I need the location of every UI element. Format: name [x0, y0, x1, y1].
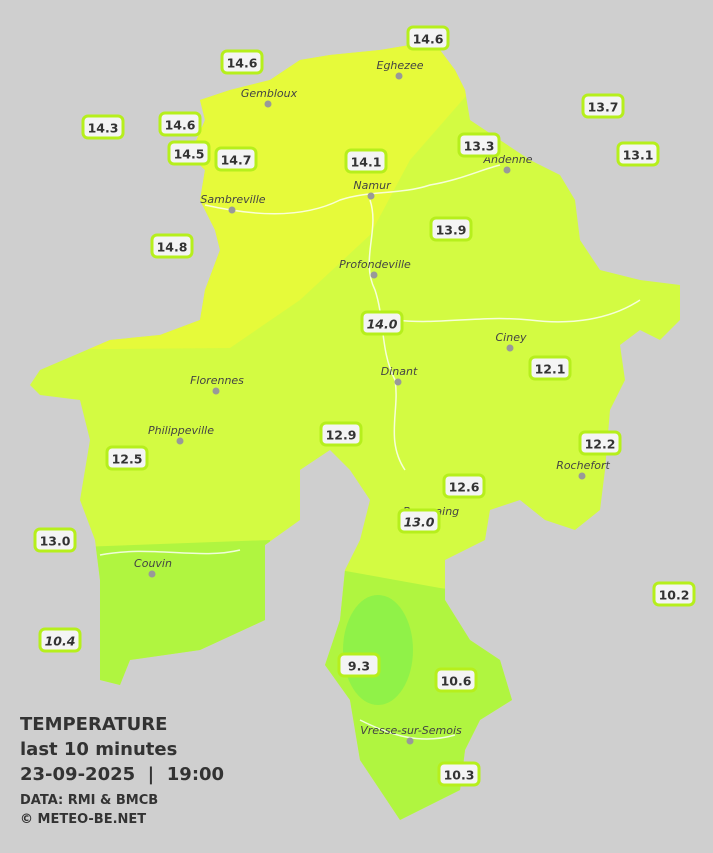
station-box [528, 355, 572, 381]
city-dot [395, 72, 403, 80]
station-box [437, 761, 481, 787]
legend: TEMPERATURE last 10 minutes 23-09-2025 |… [20, 714, 224, 827]
city-label: Florennes [190, 374, 244, 387]
station-box [652, 581, 696, 607]
city-dot [176, 437, 184, 445]
city-dot [228, 206, 236, 214]
city-label: Profondeville [339, 258, 411, 271]
station-value: 13.3 [464, 139, 495, 154]
city-dot [212, 387, 220, 395]
city-dot [406, 737, 414, 745]
station-value: 12.6 [449, 480, 480, 495]
station-box [167, 140, 211, 166]
legend-credit: © METEO-BE.NET [20, 812, 146, 827]
station-box [81, 114, 125, 140]
station-value: 14.6 [413, 32, 444, 47]
station-value: 14.1 [351, 155, 382, 170]
station-value: 13.0 [40, 534, 71, 549]
station-value: 14.3 [88, 121, 119, 136]
city-label: Ciney [496, 331, 527, 344]
station-box [220, 49, 264, 75]
city-label: Gembloux [241, 87, 298, 100]
station-value: 13.1 [623, 148, 654, 163]
city-label: Couvin [134, 557, 172, 570]
station-box [158, 111, 202, 137]
station-value: 10.6 [441, 674, 472, 689]
city-label: Rochefort [556, 459, 610, 472]
legend-source: DATA: RMI & BMCB [20, 793, 158, 808]
city-label: Namur [353, 179, 392, 192]
station-value: 12.5 [112, 452, 143, 467]
station-value: 14.8 [157, 240, 188, 255]
city-dot [578, 472, 586, 480]
station-box [105, 445, 149, 471]
station-box [33, 527, 77, 553]
legend-title: TEMPERATURE [20, 714, 167, 735]
station-box [360, 310, 404, 336]
station-box [578, 430, 622, 456]
station-value: 14.6 [227, 56, 258, 71]
city-dot [148, 570, 156, 578]
legend-datetime: 23-09-2025 | 19:00 [20, 764, 224, 785]
station-value: 14.6 [165, 118, 196, 133]
station-box [337, 652, 381, 678]
station-box [581, 93, 625, 119]
station-box [429, 216, 473, 242]
station-box [397, 508, 441, 534]
station-box [616, 141, 660, 167]
station-value: 14.7 [221, 153, 252, 168]
station-box [406, 25, 450, 51]
station-box [214, 146, 258, 172]
station-value: 13.0 [404, 515, 435, 530]
station-box [150, 233, 194, 259]
station-box [442, 473, 486, 499]
station-value: 13.7 [588, 100, 619, 115]
legend-subtitle: last 10 minutes [20, 739, 177, 760]
station-box [344, 148, 388, 174]
station-value: 12.9 [326, 428, 357, 443]
city-dot [394, 378, 402, 386]
station-box [434, 667, 478, 693]
city-label: Dinant [381, 365, 418, 378]
station-value: 10.2 [659, 588, 690, 603]
city-dot [503, 166, 511, 174]
city-label: Eghezee [377, 59, 424, 72]
city-dot [370, 271, 378, 279]
station-value: 9.3 [348, 659, 370, 674]
zone [315, 570, 530, 820]
city-label: Sambreville [200, 193, 265, 206]
station-box [38, 627, 82, 653]
city-dot [506, 344, 514, 352]
zone [343, 595, 413, 705]
station-value: 10.3 [444, 768, 475, 783]
station-value: 14.0 [367, 317, 398, 332]
city-dot [367, 192, 375, 200]
station-value: 14.5 [174, 147, 205, 162]
station-box [457, 132, 501, 158]
station-value: 12.1 [535, 362, 566, 377]
city-dot [264, 100, 272, 108]
station-value: 13.9 [436, 223, 467, 238]
city-label: Vresse-sur-Semois [360, 724, 462, 737]
station-value: 10.4 [45, 634, 76, 649]
station-box [319, 421, 363, 447]
city-label: Philippeville [148, 424, 214, 437]
station-value: 12.2 [585, 437, 616, 452]
